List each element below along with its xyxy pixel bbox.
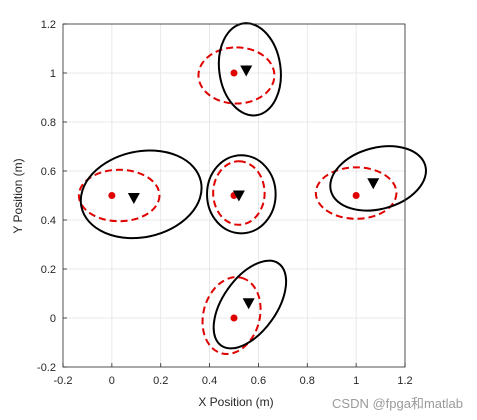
y-tick-label: 0 [50,313,56,325]
true-position-point [108,192,116,199]
true-points [108,69,360,322]
x-tick-label: 0 [109,375,115,387]
y-tick-label: 0.4 [41,215,56,227]
dashed-ellipse [212,160,266,226]
true-position-point [230,314,238,322]
true-position-point [230,69,238,77]
solid-ellipses [79,22,427,350]
dashed-ellipse [197,46,276,105]
dashed-ellipse [201,276,262,356]
solid-ellipse [217,22,282,117]
estimated-position-marker [232,190,245,202]
solid-ellipse [329,145,427,212]
y-tick-label: 0.6 [41,166,56,178]
x-tick-label: 0.2 [153,375,168,387]
dashed-ellipse [77,168,161,223]
y-tick-label: 0.8 [41,117,56,129]
solid-ellipse [206,154,277,235]
solid-ellipse [212,259,288,350]
true-position-point [352,192,360,199]
ticks: -0.2 0 0.2 0.4 0.6 0.8 1 1.2 -0.2 0 0.2 0.4 0.6 0.8 1 1… [37,19,413,387]
plot-frame [62,23,406,368]
x-axis-label: X Position (m) [198,395,273,409]
dashed-ellipses [77,46,398,356]
estimated-points [127,65,380,310]
estimated-position-marker [367,178,380,190]
x-tick-label: 1 [353,375,359,387]
estimated-position-marker [127,192,140,204]
estimated-position-marker [242,298,255,310]
x-tick-label: 0.4 [202,375,217,387]
solid-ellipse [79,149,203,240]
watermark: CSDN @fpga和matlab [332,396,463,411]
x-tick-label: 0.6 [251,375,266,387]
y-tick-label: 0.2 [41,264,56,276]
dashed-ellipse [314,166,398,220]
x-tick-label: 1.2 [397,375,412,387]
estimated-position-marker [240,65,253,77]
y-axis-label: Y Position (m) [11,158,25,233]
x-tick-label: -0.2 [54,375,73,387]
y-tick-label: 1 [50,68,56,80]
grid [63,24,405,367]
y-tick-label: -0.2 [37,362,56,374]
y-tick-label: 1.2 [41,19,56,31]
x-tick-label: 0.8 [300,375,315,387]
